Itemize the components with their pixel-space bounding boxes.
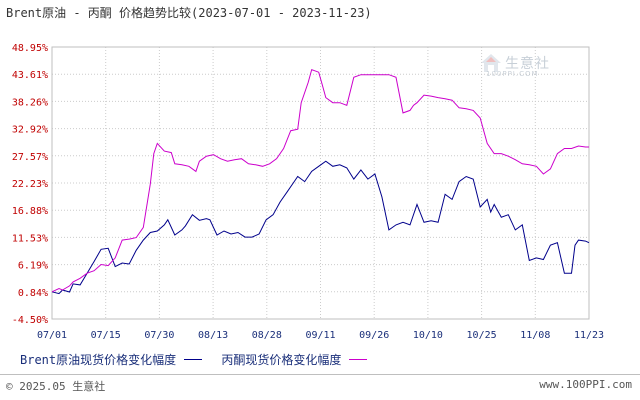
x-tick-label: 09/26 (359, 330, 389, 340)
y-tick-label: 32.92% (12, 125, 48, 136)
y-tick-label: 43.61% (12, 70, 48, 81)
y-tick-label: 38.26% (12, 97, 48, 108)
line-chart: 48.95% 43.61% 38.26% 32.92% 27.57% 22.23% 16.8… (12, 43, 604, 340)
x-tick-label: 10/25 (467, 330, 497, 340)
x-tick-label: 07/15 (91, 330, 121, 340)
y-tick-label: 27.57% (12, 152, 48, 163)
legend-label-series2: 丙酮现货价格变化幅度 (221, 353, 342, 367)
y-tick-label: -4.50% (12, 315, 48, 326)
footer-divider (0, 374, 640, 375)
legend-swatch-series2 (349, 359, 368, 360)
y-tick-label: 0.84% (18, 288, 48, 299)
x-tick-label: 07/30 (144, 330, 174, 340)
y-axis-ticks: 48.95% 43.61% 38.26% 32.92% 27.57% 22.23% 16.8… (12, 43, 48, 326)
legend-swatch-series1 (184, 359, 203, 360)
legend-item-series2: 丙酮现货价格变化幅度 (221, 351, 368, 368)
house-logo-icon (481, 54, 501, 72)
copyright-text: © 2025.05 生意社 (6, 380, 106, 393)
watermark: 生意社 (480, 52, 550, 74)
watermark-url: 100PPI.COM (486, 70, 539, 78)
series-line-1 (51, 160, 590, 295)
site-link[interactable]: www.100PPI.com (539, 378, 632, 391)
chart-series (51, 68, 590, 295)
series-line-2 (51, 68, 589, 293)
x-tick-label: 08/13 (198, 330, 228, 340)
y-tick-label: 11.53% (12, 233, 48, 244)
y-tick-label: 48.95% (12, 43, 48, 54)
x-tick-label: 11/08 (520, 330, 550, 340)
x-tick-label: 07/01 (37, 330, 67, 340)
footer: © 2025.05 生意社 www.100PPI.com (0, 374, 640, 400)
x-tick-label: 10/10 (413, 330, 443, 340)
y-tick-label: 6.19% (18, 261, 48, 272)
legend-item-series1: Brent原油现货价格变化幅度 (20, 351, 203, 368)
chart-legend: Brent原油现货价格变化幅度 丙酮现货价格变化幅度 (20, 351, 379, 368)
legend-label-series1: Brent原油现货价格变化幅度 (20, 353, 177, 367)
watermark-brand: 生意社 (505, 56, 550, 72)
x-tick-label: 09/11 (305, 330, 335, 340)
y-tick-label: 22.23% (12, 179, 48, 190)
chart-grid (51, 46, 590, 320)
chart-title: Brent原油 - 丙酮 价格趋势比较(2023-07-01 - 2023-11… (6, 6, 372, 20)
x-tick-label: 11/23 (574, 330, 604, 340)
plot-frame (51, 46, 590, 320)
y-tick-label: 16.88% (12, 206, 48, 217)
x-axis-ticks: 07/01 07/15 07/30 08/13 08/28 09/11 09/26 10/10… (37, 330, 604, 340)
x-tick-label: 08/28 (252, 330, 282, 340)
